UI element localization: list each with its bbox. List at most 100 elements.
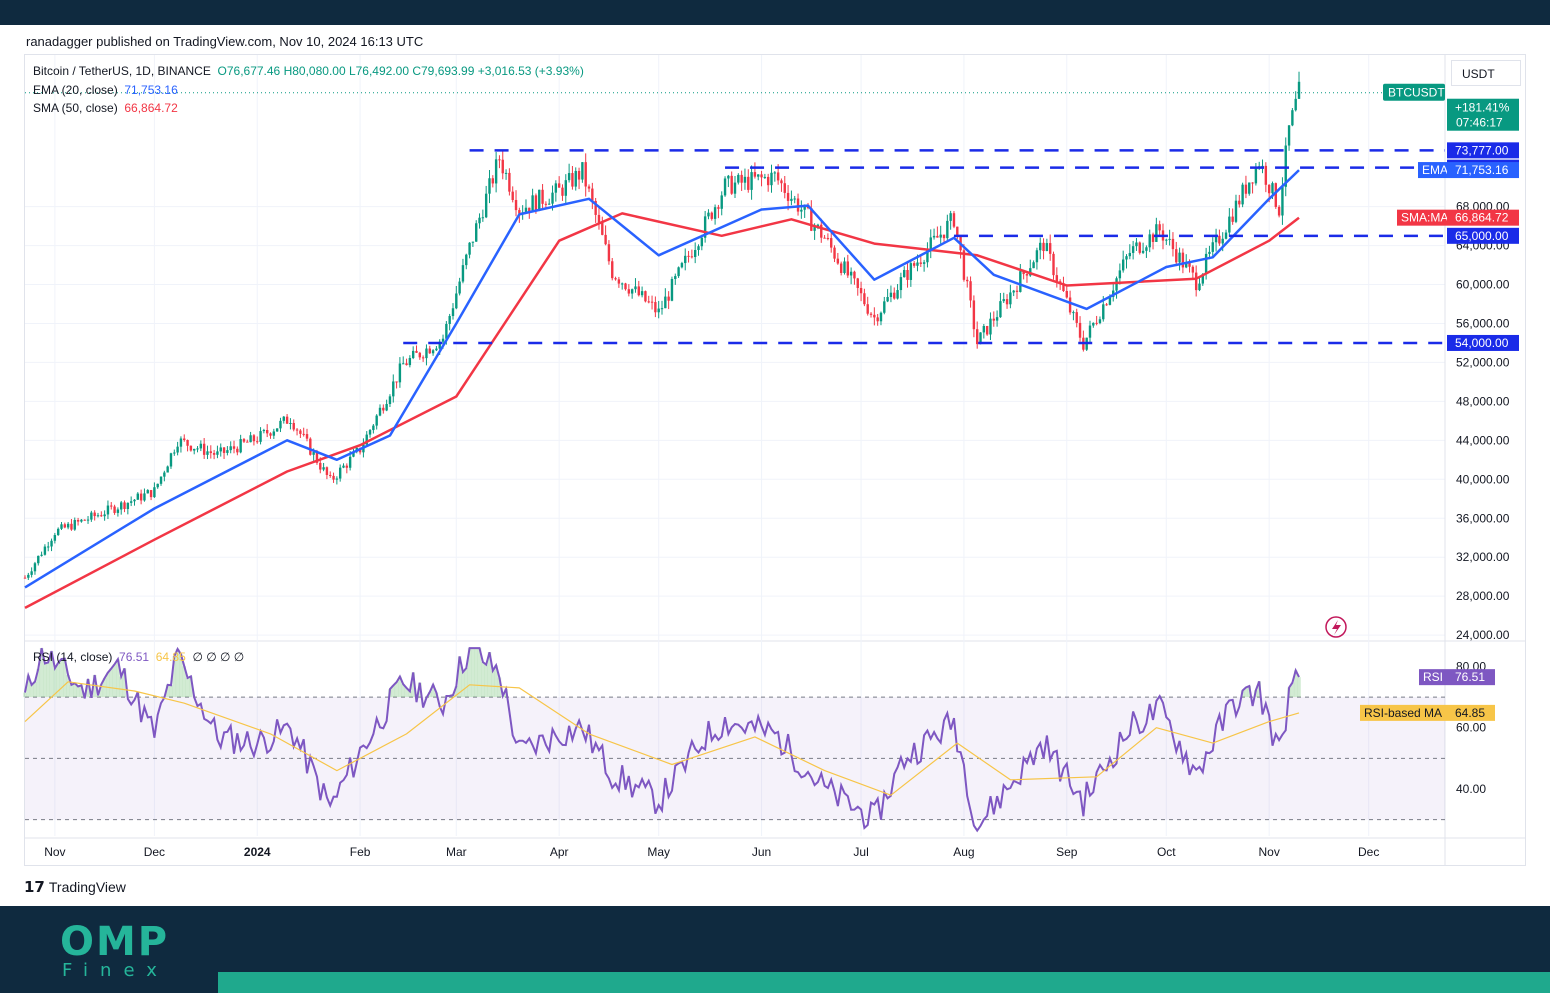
indicator-tag-value: 66,864.72 <box>1455 211 1509 225</box>
candle-body <box>219 447 222 452</box>
time-axis-label: Dec <box>144 845 165 859</box>
rsi-tag-value: 76.51 <box>1455 670 1485 684</box>
candle-body <box>156 483 159 488</box>
candle-body <box>123 502 126 509</box>
candle-body <box>1261 165 1264 167</box>
candle-body <box>481 217 485 219</box>
candle-body <box>348 456 352 468</box>
candle-body <box>670 279 674 301</box>
candle-body <box>285 416 289 424</box>
level-price-label: 54,000.00 <box>1455 336 1509 350</box>
candle-body <box>747 176 750 190</box>
candle-body <box>126 502 130 509</box>
candle-body <box>508 172 511 192</box>
candle-body <box>946 220 949 239</box>
candle-body <box>289 422 292 424</box>
candle-body <box>750 172 753 190</box>
indicator-tag-value-bg <box>1447 209 1519 226</box>
price-tick-label: 32,000.00 <box>1456 550 1510 564</box>
candle-body <box>1248 182 1251 194</box>
price-tick-label: 52,000.00 <box>1456 355 1510 369</box>
candle-body <box>1287 125 1291 146</box>
candle-body <box>60 524 63 529</box>
time-axis-label: Nov <box>44 845 65 859</box>
time-axis-label: 2024 <box>244 845 271 859</box>
candle-body <box>70 523 73 530</box>
ema-label: EMA (20, close) <box>33 83 118 97</box>
candle-body <box>491 178 495 184</box>
candle-body <box>956 226 959 236</box>
sma50-line <box>24 212 1300 610</box>
candle-body <box>1251 182 1254 184</box>
legend-sma[interactable]: SMA (50, close) 66,864.72 <box>33 101 178 115</box>
candle-body <box>1052 253 1055 276</box>
legend-ema[interactable]: EMA (20, close) 71,753.16 <box>33 83 178 97</box>
candle-body <box>720 195 723 209</box>
candle-body <box>236 448 239 453</box>
candle-body <box>83 519 86 521</box>
candle-body <box>425 348 428 359</box>
candle-body <box>1068 297 1072 313</box>
tv-logo-icon: 𝟭𝟳 <box>24 879 45 896</box>
tradingview-logo[interactable]: 𝟭𝟳 TradingView <box>24 878 126 896</box>
candle-body <box>1188 262 1191 267</box>
candle-body <box>163 472 166 477</box>
candle-body <box>1138 242 1141 253</box>
candle-body <box>1294 98 1297 111</box>
price-tick-label: 40,000.00 <box>1456 472 1510 486</box>
candle-body <box>1224 232 1228 239</box>
candle-body <box>498 159 501 161</box>
candle-body <box>707 212 710 217</box>
tradingview-text: TradingView <box>48 879 126 895</box>
legend-rsi[interactable]: RSI (14, close) 76.51 64.85 ∅ ∅ ∅ ∅ <box>33 650 244 664</box>
candle-body <box>1098 319 1102 324</box>
candle-body <box>1015 290 1019 292</box>
candle-body <box>295 429 299 431</box>
price-tick-label: 28,000.00 <box>1456 589 1510 603</box>
candle-body <box>1009 292 1012 305</box>
candle-body <box>246 441 249 443</box>
candle-body <box>169 453 173 467</box>
candle-body <box>1075 312 1078 323</box>
candle-body <box>488 178 491 194</box>
candle-body <box>345 465 349 468</box>
candle-body <box>80 519 83 522</box>
candle-body <box>501 159 504 174</box>
candle-body <box>30 571 33 575</box>
indicator-tag-label: EMA <box>1422 163 1448 177</box>
candle-body <box>382 407 385 411</box>
candle-body <box>577 170 581 180</box>
candle-body <box>402 363 405 365</box>
currency-unit-button[interactable]: USDT <box>1451 60 1521 86</box>
candle-body <box>322 467 325 470</box>
candle-body <box>803 204 806 210</box>
candle-body <box>548 203 551 205</box>
candle-body <box>1254 166 1258 184</box>
candle-body <box>624 283 627 290</box>
candle-body <box>1088 325 1092 338</box>
candle-body <box>372 425 375 431</box>
candle-body <box>743 176 747 183</box>
candle-body <box>657 308 660 313</box>
candle-body <box>667 296 670 301</box>
candle-body <box>813 226 816 231</box>
candle-body <box>637 286 640 296</box>
time-axis-label: Jun <box>752 845 771 859</box>
candle-body <box>1181 252 1185 268</box>
candle-body <box>693 250 697 257</box>
candle-body <box>753 172 757 177</box>
candle-body <box>1297 81 1301 99</box>
candle-body <box>458 281 461 294</box>
candle-body <box>1045 243 1049 252</box>
candle-body <box>906 270 909 280</box>
price-tick-label: 24,000.00 <box>1456 628 1510 642</box>
candle-body <box>484 193 488 218</box>
candle-body <box>408 358 412 366</box>
symbol-tag-bg <box>1383 83 1445 101</box>
candle-body <box>531 195 534 212</box>
candle-body <box>534 195 538 211</box>
candle-body <box>282 416 285 421</box>
symbol-name[interactable]: Bitcoin / TetherUS, 1D, BINANCE <box>33 64 211 78</box>
candle-body <box>411 350 415 359</box>
